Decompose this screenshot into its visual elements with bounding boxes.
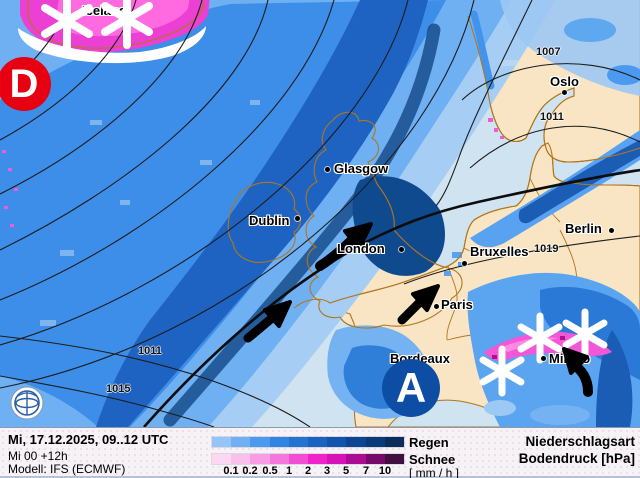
city-dot	[434, 304, 439, 309]
tick-label: 0.5	[262, 465, 278, 477]
city-label-paris: Paris	[441, 297, 473, 312]
snow-scale-label: Schnee	[409, 452, 456, 467]
isobar-label: 1011	[540, 111, 564, 123]
city-dot	[541, 356, 546, 361]
legend-bar: Mi, 17.12.2025, 09..12 UTC Mi 00 +12h Mo…	[0, 427, 640, 478]
isobar-label: 1019	[534, 243, 559, 255]
tick-label: 2	[304, 465, 312, 477]
tick-label: 1	[285, 465, 293, 477]
city-label-london: London	[337, 241, 385, 256]
colorbar-ticks: 0.1 0.2 0.5 1 2 3 5 7 10	[212, 465, 404, 478]
isobar-label: 1015	[106, 383, 131, 395]
site-logo	[10, 386, 44, 420]
city-dot	[325, 167, 330, 172]
snowflake-icon	[479, 345, 525, 397]
city-label-oslo: Oslo	[550, 74, 579, 89]
tick-label: 0.2	[242, 465, 258, 477]
wind-arrows	[243, 222, 440, 343]
map-canvas	[0, 0, 640, 427]
tick-label: 5	[342, 465, 350, 477]
tick-label: 7	[362, 465, 370, 477]
front-line	[143, 168, 640, 427]
arrow-icon	[397, 284, 440, 325]
legend-right-titles: Niederschlagsart Bodendruck [hPa]	[519, 433, 635, 467]
low-pressure-marker: D	[0, 57, 51, 111]
arrow-icon	[243, 300, 292, 343]
city-dot	[399, 247, 404, 252]
rain-scale-label: Regen	[409, 435, 449, 450]
snowflake-icon	[517, 312, 563, 364]
model-run: Mi 00 +12h	[8, 449, 68, 463]
valid-datetime: Mi, 17.12.2025, 09..12 UTC	[8, 432, 169, 447]
snowflake-icons-alps	[479, 308, 608, 397]
city-label-milano: Milano	[549, 351, 591, 366]
unit-label: [ mm / h ]	[409, 466, 460, 478]
region-label-iceland: Iceland	[82, 3, 127, 18]
precip-type-title: Niederschlagsart	[525, 434, 635, 449]
isobar-label: 1007	[536, 46, 561, 58]
tick-label: 10	[378, 465, 392, 477]
isobar-label: 1011	[138, 345, 162, 357]
city-dot	[562, 90, 567, 95]
snow-colorbar	[211, 453, 405, 465]
city-label-berlin: Berlin	[565, 221, 602, 236]
city-dot	[609, 228, 614, 233]
arrow-icon	[315, 222, 373, 271]
city-dot	[462, 261, 467, 266]
pressure-title: Bodendruck [hPa]	[518, 451, 635, 466]
tick-label: 0.1	[223, 465, 239, 477]
high-pressure-marker: A	[382, 359, 440, 417]
model-name: Modell: IFS (ECMWF)	[8, 462, 126, 476]
city-label-bruxelles: Bruxelles	[470, 244, 529, 259]
city-dot	[295, 216, 300, 221]
city-label-glasgow: Glasgow	[334, 161, 389, 176]
rain-colorbar	[211, 436, 405, 448]
tick-label: 3	[323, 465, 331, 477]
city-label-dublin: Dublin	[249, 213, 290, 228]
rain-field	[0, 0, 640, 427]
